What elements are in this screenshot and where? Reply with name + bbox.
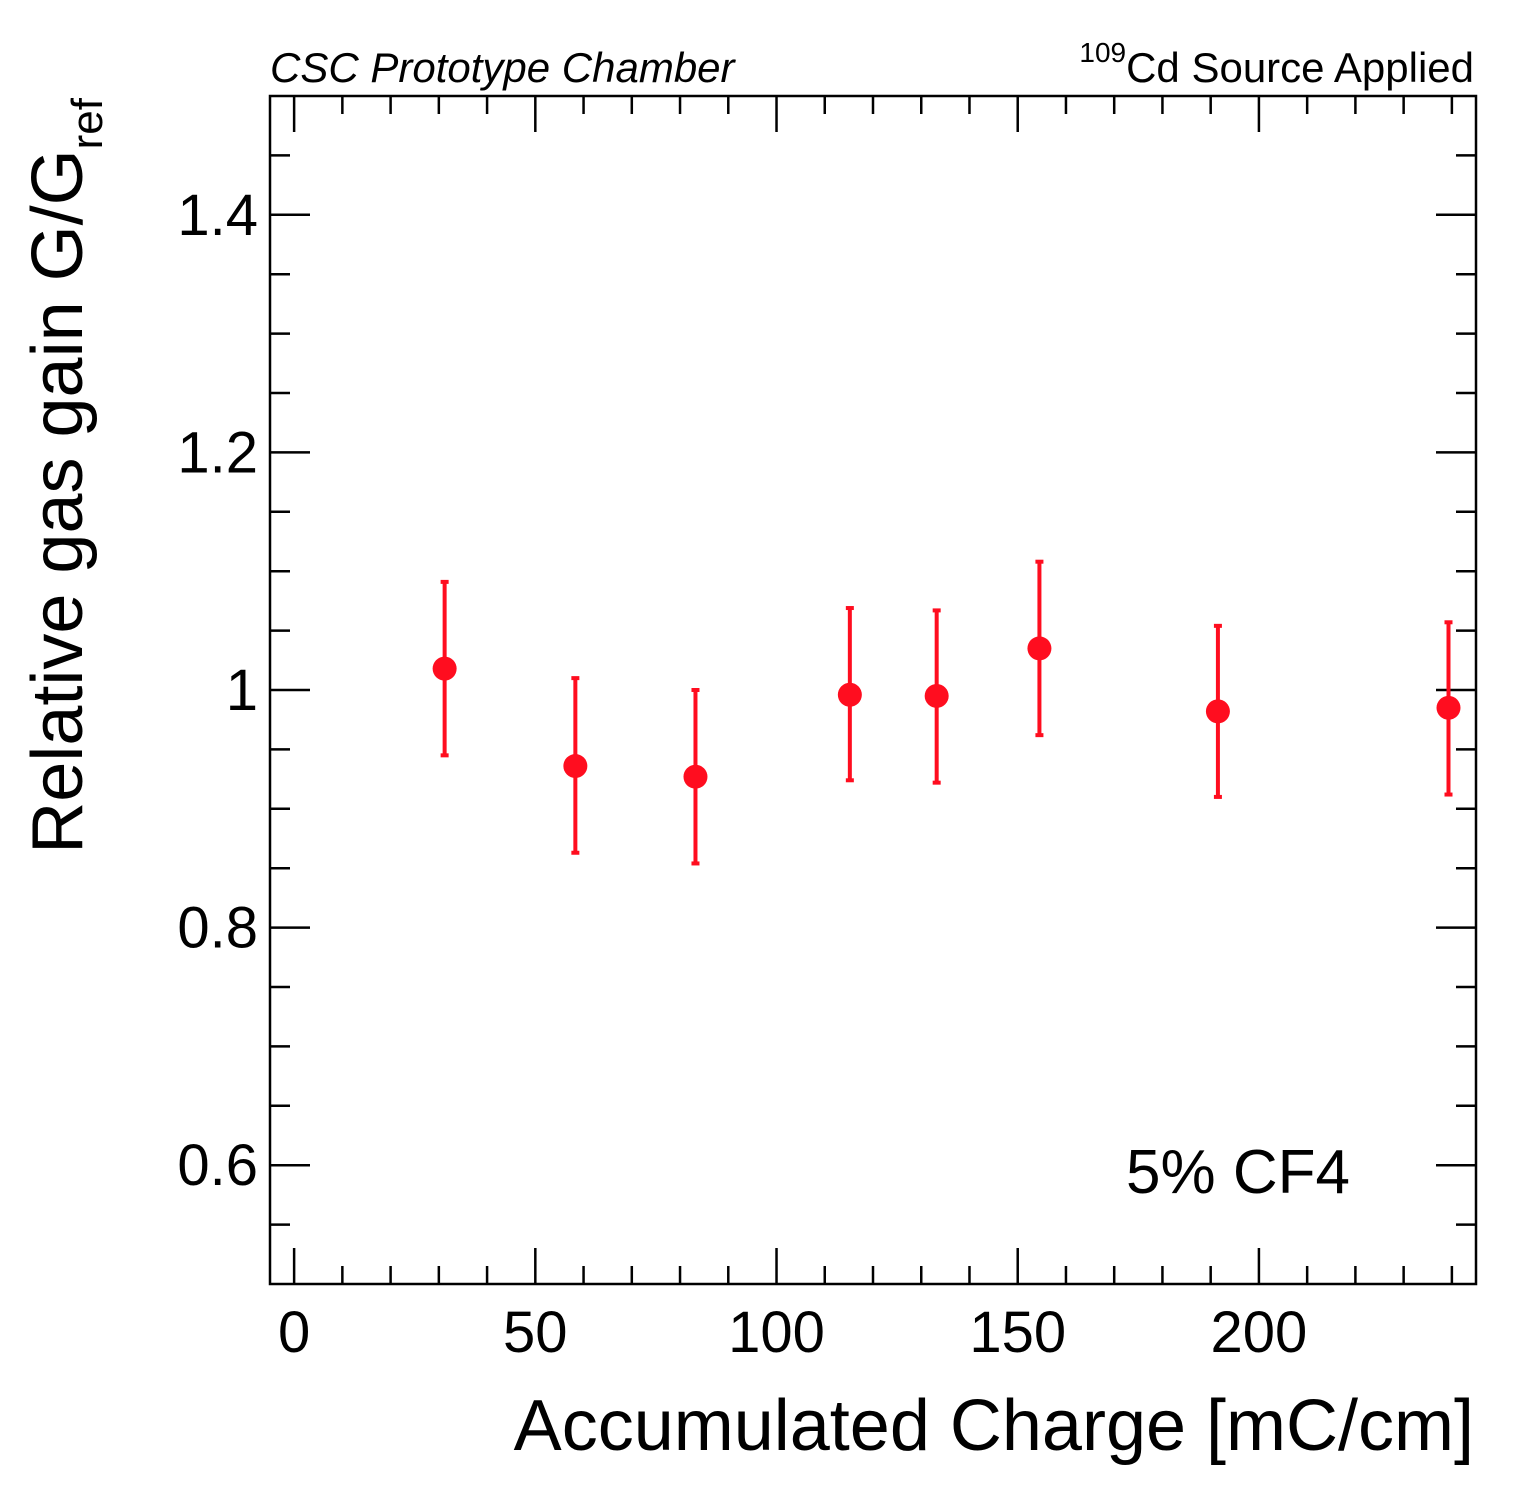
data-point (1205, 699, 1230, 724)
data-point (1027, 636, 1052, 661)
data-series (432, 559, 1461, 866)
x-tick-label: 50 (503, 1300, 568, 1365)
x-minor-ticks (341, 96, 1454, 1284)
y-axis-label: Relative gas gain G/Gref (18, 97, 112, 853)
y-minor-ticks (270, 154, 1476, 1226)
y-major-ticks (270, 213, 1476, 1167)
y-tick-label: 1 (226, 658, 258, 723)
data-point (432, 656, 457, 681)
x-tick-label: 150 (969, 1300, 1066, 1365)
data-point (924, 683, 949, 708)
y-axis-label-main: Relative gas gain G/G (18, 149, 98, 853)
x-axis-label: Accumulated Charge [mC/cm] (514, 1386, 1474, 1466)
y-tick-label: 0.6 (177, 1133, 258, 1198)
data-point (1436, 695, 1461, 720)
y-tick-label: 1.4 (177, 183, 258, 248)
x-tick-labels: 0 50 100 150 200 (278, 1300, 1307, 1365)
data-point (683, 764, 708, 789)
y-tick-label: 1.2 (177, 420, 258, 485)
plot-frame (268, 94, 1478, 1286)
x-major-ticks (292, 96, 1261, 1284)
x-tick-label: 100 (728, 1300, 825, 1365)
x-tick-label: 0 (278, 1300, 310, 1365)
data-point (563, 754, 588, 779)
source-annotation: 109Cd Source Applied (1079, 37, 1474, 91)
y-axis-label-subscript: ref (63, 97, 112, 149)
y-tick-label: 0.8 (177, 896, 258, 961)
data-point (837, 682, 862, 707)
y-tick-labels: 0.6 0.8 1 1.2 1.4 (177, 183, 258, 1198)
chamber-annotation: CSC Prototype Chamber (270, 44, 737, 91)
source-annotation-superscript: 109 (1079, 37, 1126, 68)
source-annotation-text: Cd Source Applied (1126, 44, 1474, 91)
x-tick-label: 200 (1211, 1300, 1308, 1365)
gas-mixture-annotation: 5% CF4 (1126, 1138, 1350, 1207)
